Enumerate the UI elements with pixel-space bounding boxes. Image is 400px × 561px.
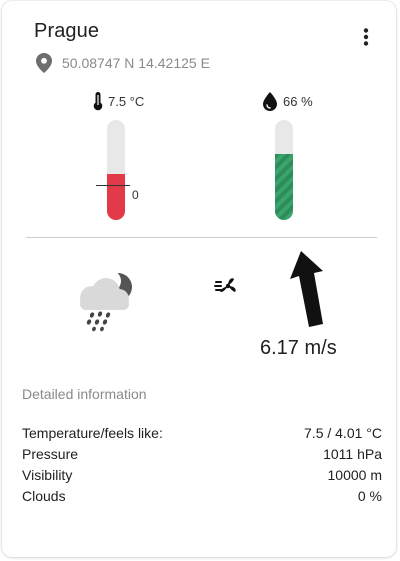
detail-value: 1011 hPa <box>323 446 382 462</box>
humidity-value: 66 % <box>283 93 313 109</box>
temperature-value: 7.5 °C <box>108 93 145 109</box>
humidity-gauge <box>275 120 293 220</box>
zero-marker-line <box>96 185 130 186</box>
detail-row-temperature: Temperature/feels like: 7.5 / 4.01 °C <box>22 423 382 444</box>
wind-speed: 6.17 m/s <box>260 337 337 359</box>
temperature-gauge-fill <box>107 174 125 220</box>
more-vertical-icon <box>363 28 369 46</box>
humidity-label: 66 % <box>261 91 313 111</box>
weather-card: Prague 50.08747 N 14.42125 E 7.5 °C <box>2 1 396 557</box>
detail-value: 10000 m <box>327 467 382 483</box>
map-pin-icon <box>36 53 54 73</box>
more-menu-button[interactable] <box>354 25 378 49</box>
detail-row-pressure: Pressure 1011 hPa <box>22 444 382 465</box>
detail-value: 0 % <box>357 488 382 504</box>
detail-label: Temperature/feels like: <box>22 425 163 441</box>
humidity-gauge-fill <box>275 154 293 220</box>
coordinates-text: 50.08747 N 14.42125 E <box>62 55 210 71</box>
detail-title: Detailed information <box>22 386 147 402</box>
coordinates: 50.08747 N 14.42125 E <box>36 53 210 73</box>
cloud-night-rain-icon <box>74 270 136 333</box>
detail-label: Clouds <box>22 488 66 504</box>
wind-icon <box>214 274 238 298</box>
temperature-label: 7.5 °C <box>92 91 144 111</box>
city-title: Prague <box>34 20 100 42</box>
detail-label: Pressure <box>22 446 79 462</box>
zero-marker-label: 0 <box>132 188 139 202</box>
detail-row-clouds: Clouds 0 % <box>22 486 382 507</box>
detail-row-visibility: Visibility 10000 m <box>22 465 382 486</box>
detail-value: 7.5 / 4.01 °C <box>304 425 382 441</box>
detail-label: Visibility <box>22 467 73 483</box>
water-drop-icon <box>261 91 279 111</box>
thermometer-icon <box>92 91 104 111</box>
wind-direction-arrow-icon <box>285 249 333 329</box>
temperature-gauge <box>107 120 125 220</box>
divider <box>26 237 377 238</box>
detail-list: Temperature/feels like: 7.5 / 4.01 °C Pr… <box>22 423 382 507</box>
